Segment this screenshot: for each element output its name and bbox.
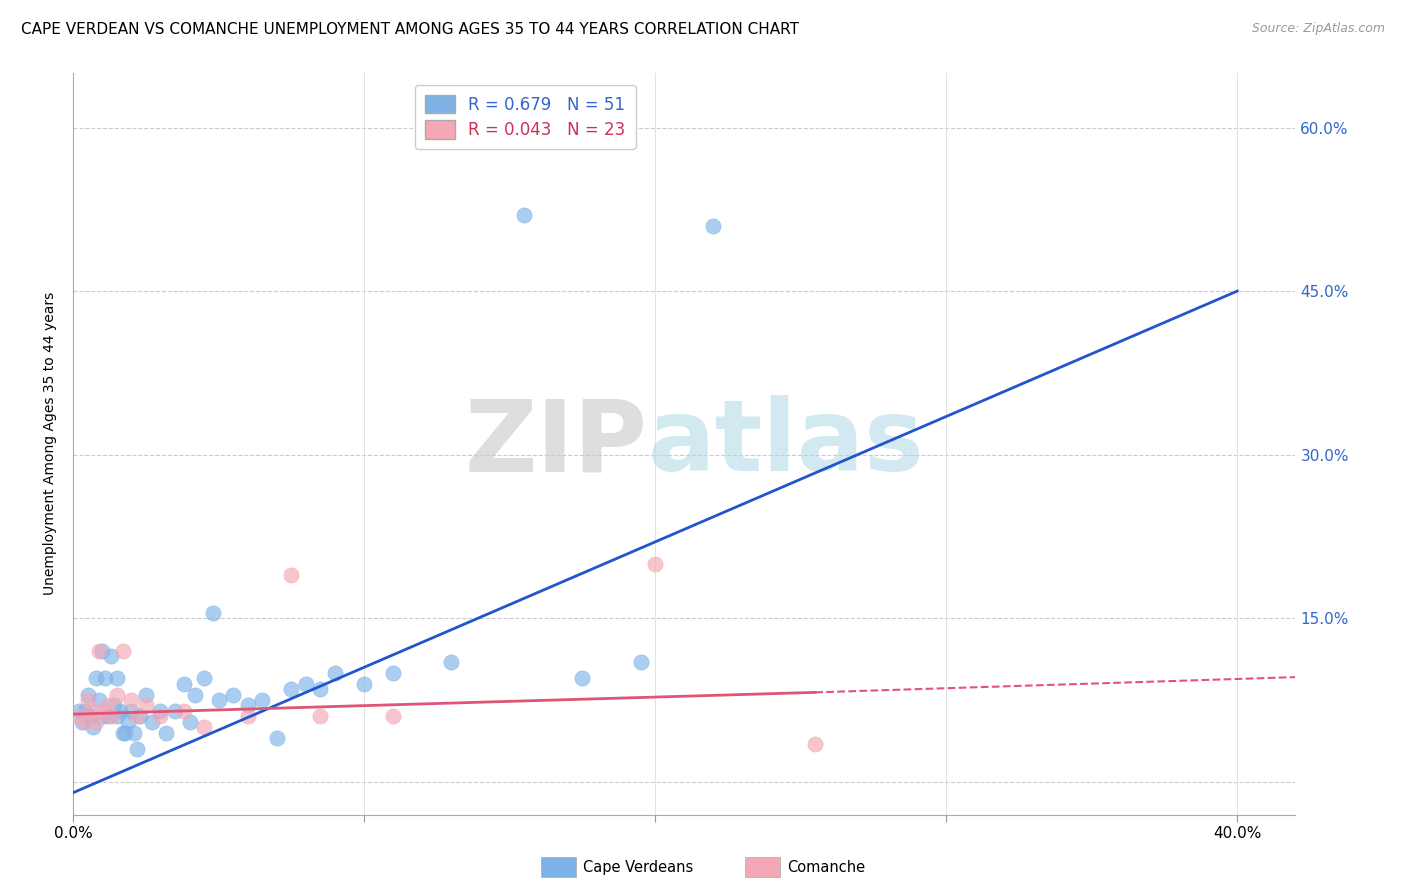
Point bbox=[76, 709, 98, 723]
Point bbox=[163, 704, 186, 718]
Point bbox=[309, 709, 332, 723]
Point bbox=[91, 644, 114, 658]
Point bbox=[91, 709, 114, 723]
Point bbox=[353, 676, 375, 690]
Point bbox=[201, 606, 224, 620]
Point bbox=[97, 709, 120, 723]
Point bbox=[82, 720, 104, 734]
Point bbox=[127, 742, 149, 756]
Point bbox=[103, 698, 125, 713]
Point bbox=[207, 693, 229, 707]
Point bbox=[173, 676, 195, 690]
Point bbox=[76, 693, 98, 707]
Point bbox=[111, 644, 134, 658]
Point bbox=[141, 714, 163, 729]
Text: ZIP: ZIP bbox=[465, 395, 648, 492]
Text: CAPE VERDEAN VS COMANCHE UNEMPLOYMENT AMONG AGES 35 TO 44 YEARS CORRELATION CHAR: CAPE VERDEAN VS COMANCHE UNEMPLOYMENT AM… bbox=[21, 22, 799, 37]
Point bbox=[323, 665, 346, 680]
Point bbox=[67, 704, 90, 718]
Text: Source: ZipAtlas.com: Source: ZipAtlas.com bbox=[1251, 22, 1385, 36]
Point bbox=[89, 644, 111, 658]
Y-axis label: Unemployment Among Ages 35 to 44 years: Unemployment Among Ages 35 to 44 years bbox=[44, 292, 58, 595]
Point bbox=[76, 688, 98, 702]
Point bbox=[97, 698, 120, 713]
Point bbox=[702, 219, 724, 233]
Point bbox=[236, 709, 259, 723]
Point bbox=[222, 688, 245, 702]
Point bbox=[127, 709, 149, 723]
Text: Cape Verdeans: Cape Verdeans bbox=[583, 860, 693, 874]
Point bbox=[295, 676, 318, 690]
Point bbox=[193, 671, 215, 685]
Point bbox=[630, 655, 652, 669]
Point bbox=[105, 688, 128, 702]
Point bbox=[108, 704, 131, 718]
Text: atlas: atlas bbox=[648, 395, 924, 492]
Point bbox=[280, 682, 302, 697]
Point bbox=[91, 704, 114, 718]
Point bbox=[79, 704, 101, 718]
Point bbox=[155, 725, 177, 739]
Point bbox=[184, 688, 207, 702]
Point bbox=[252, 693, 274, 707]
Point bbox=[86, 671, 108, 685]
Point bbox=[804, 737, 827, 751]
Point bbox=[193, 720, 215, 734]
Point bbox=[120, 693, 142, 707]
Point bbox=[79, 709, 101, 723]
Point bbox=[644, 557, 666, 571]
Point bbox=[67, 709, 90, 723]
Point bbox=[129, 709, 152, 723]
Point bbox=[440, 655, 463, 669]
Point bbox=[382, 665, 405, 680]
Text: Comanche: Comanche bbox=[787, 860, 866, 874]
Point bbox=[89, 693, 111, 707]
Point bbox=[100, 649, 122, 664]
Point bbox=[135, 698, 157, 713]
Point bbox=[149, 704, 172, 718]
Point bbox=[105, 709, 128, 723]
Point bbox=[179, 714, 201, 729]
Point bbox=[73, 704, 96, 718]
Point bbox=[382, 709, 405, 723]
Point bbox=[236, 698, 259, 713]
Point bbox=[117, 714, 139, 729]
Point bbox=[70, 714, 93, 729]
Point bbox=[111, 725, 134, 739]
Legend: R = 0.679   N = 51, R = 0.043   N = 23: R = 0.679 N = 51, R = 0.043 N = 23 bbox=[415, 85, 636, 149]
Point bbox=[120, 704, 142, 718]
Point bbox=[86, 714, 108, 729]
Point bbox=[135, 688, 157, 702]
Point bbox=[309, 682, 332, 697]
Point bbox=[105, 671, 128, 685]
Point bbox=[280, 567, 302, 582]
Point bbox=[173, 704, 195, 718]
Point bbox=[122, 725, 145, 739]
Point bbox=[149, 709, 172, 723]
Point bbox=[571, 671, 593, 685]
Point bbox=[94, 671, 117, 685]
Point bbox=[266, 731, 288, 746]
Point bbox=[513, 208, 536, 222]
Point bbox=[114, 725, 136, 739]
Point bbox=[73, 714, 96, 729]
Point bbox=[100, 709, 122, 723]
